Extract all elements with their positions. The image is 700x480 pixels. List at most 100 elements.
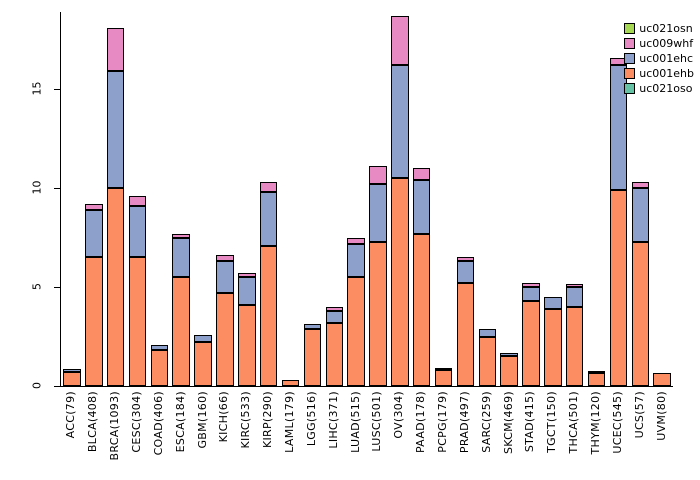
y-tick-mark xyxy=(54,188,60,190)
stacked-bar xyxy=(216,255,234,386)
bar-segment-uc001ehc xyxy=(565,287,584,307)
x-tick-label: ESCA(184) xyxy=(173,391,187,453)
bar-slot xyxy=(127,12,149,386)
bar-segment-uc001ehc xyxy=(391,65,409,179)
stacked-bar xyxy=(587,371,606,386)
x-label-slot: PAAD(178) xyxy=(410,391,432,453)
bar-segment-uc001ehc xyxy=(150,345,169,351)
stacked-bar xyxy=(391,15,409,386)
x-tick-label: TGCT(150) xyxy=(545,391,559,453)
stacked-bar xyxy=(106,27,125,386)
x-label-slot: COAD(406) xyxy=(147,391,169,455)
x-label-slot: SKCM(469) xyxy=(497,391,519,454)
x-tick-label: KIRP(290) xyxy=(261,391,275,449)
legend-swatch xyxy=(624,53,636,64)
bar-segment-uc001ehc xyxy=(128,205,147,258)
bar-segment-uc001ehb xyxy=(544,308,562,386)
bar-segment-uc009whf xyxy=(565,284,584,288)
x-label-slot: OV(304) xyxy=(388,391,410,439)
x-label-slot: UVM(80) xyxy=(650,391,672,441)
legend-swatch xyxy=(624,83,636,94)
bar-slot xyxy=(520,12,542,386)
x-label-slot: BRCA(1093) xyxy=(104,391,126,460)
x-tick-label: LUSC(501) xyxy=(370,391,384,452)
bar-segment-uc009whf xyxy=(238,273,256,278)
legend-item: uc001ehc xyxy=(624,52,694,65)
bar-segment-uc001ehb xyxy=(172,277,190,386)
bar-slot xyxy=(629,12,651,386)
x-label-slot: LUAD(515) xyxy=(344,391,366,453)
bar-segment-uc001ehc xyxy=(85,209,103,258)
bar-slot xyxy=(301,12,323,386)
x-tick-label: SKCM(469) xyxy=(501,391,515,455)
x-tick-label: KICH(66) xyxy=(217,391,231,443)
stacked-bar xyxy=(412,168,431,386)
bar-segment-uc009whf xyxy=(216,255,234,262)
bar-segment-uc001ehc xyxy=(478,328,496,337)
bar-slot xyxy=(651,12,673,386)
bar-segment-uc001ehb xyxy=(216,293,234,386)
legend-label: uc021oso xyxy=(639,82,693,95)
y-tick-mark xyxy=(54,89,60,91)
stacked-bar xyxy=(631,182,650,386)
bar-segment-uc001ehc xyxy=(609,65,628,191)
bar-slot xyxy=(345,12,367,386)
x-tick-label: OV(304) xyxy=(392,391,406,439)
legend-item: uc021osn xyxy=(624,22,694,35)
stacked-bar xyxy=(609,57,628,386)
stacked-bar xyxy=(434,368,453,386)
bar-segment-uc001ehb xyxy=(347,277,365,386)
bar-segment-uc001ehc xyxy=(347,243,365,278)
x-label-slot: LUSC(501) xyxy=(366,391,388,452)
x-label-slot: THYM(120) xyxy=(585,391,607,454)
legend-label: uc009whf xyxy=(639,37,694,50)
bar-slot xyxy=(367,12,389,386)
bar-segment-uc001ehc xyxy=(631,188,650,242)
x-tick-label: UCEC(545) xyxy=(610,391,624,454)
bar-segment-uc009whf xyxy=(85,203,103,210)
x-tick-label: STAD(415) xyxy=(523,391,537,453)
legend-swatch xyxy=(624,68,636,79)
bar-segment-uc001ehc xyxy=(63,369,81,373)
bar-segment-uc001ehb xyxy=(434,370,453,386)
stacked-bar xyxy=(347,237,365,386)
x-axis-labels: ACC(79) BLCA(408) BRCA(1093) CESC(304) COAD(… xyxy=(60,391,672,460)
x-label-slot: PRAD(497) xyxy=(453,391,475,453)
bar-segment-uc001ehb xyxy=(631,241,650,386)
x-label-slot: KICH(66) xyxy=(213,391,235,442)
x-label-slot: SARC(259) xyxy=(475,391,497,453)
stacked-bar xyxy=(565,284,584,386)
bar-slot xyxy=(389,12,411,386)
bar-segment-uc001ehc xyxy=(216,261,234,293)
x-label-slot: KIRP(290) xyxy=(257,391,279,448)
bar-slot xyxy=(236,12,258,386)
legend-item: uc009whf xyxy=(624,37,694,50)
bar-segment-uc001ehb xyxy=(281,380,300,386)
stacked-bar xyxy=(172,233,190,386)
x-tick-label: UVM(80) xyxy=(654,391,668,441)
bar-segment-uc001ehb xyxy=(412,233,431,386)
bar-segment-uc001ehb xyxy=(478,336,496,386)
x-label-slot: UCS(57) xyxy=(628,391,650,438)
bar-segment-uc001ehb xyxy=(653,373,671,386)
legend-item: uc021oso xyxy=(624,82,694,95)
stacked-bar xyxy=(194,334,212,386)
bar-segment-uc001ehb xyxy=(522,300,540,386)
bar-slot xyxy=(148,12,170,386)
bar-slot xyxy=(476,12,498,386)
bar-segment-uc001ehc xyxy=(522,287,540,301)
bar-segment-uc009whf xyxy=(106,27,125,72)
bar-slot xyxy=(498,12,520,386)
legend-label: uc001ehb xyxy=(639,67,694,80)
bar-segment-uc001ehc xyxy=(587,371,606,374)
bar-segment-uc001ehc xyxy=(194,334,212,343)
stacked-bar xyxy=(150,345,169,386)
stacked-bar xyxy=(522,283,540,386)
x-tick-label: THYM(120) xyxy=(589,391,603,455)
stacked-bar xyxy=(128,196,147,386)
x-label-slot: LGG(516) xyxy=(300,391,322,446)
bar-slot xyxy=(170,12,192,386)
x-tick-label: ACC(79) xyxy=(64,391,78,439)
bar-segment-uc001ehb xyxy=(85,257,103,386)
